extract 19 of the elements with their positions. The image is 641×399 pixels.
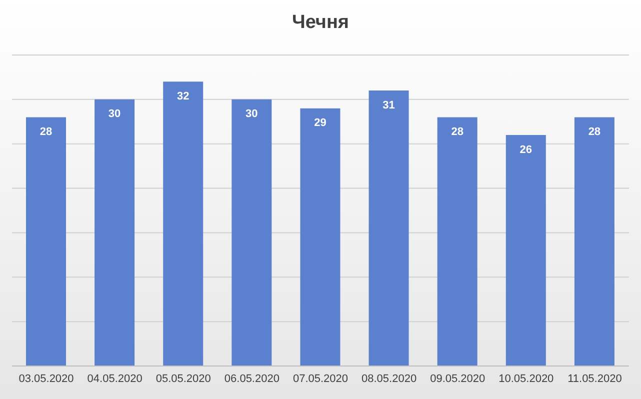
x-tick-label: 11.05.2020 [568,372,622,385]
data-label: 28 [588,126,601,138]
data-label: 31 [382,99,395,112]
x-tick-label: 07.05.2020 [292,372,348,385]
data-label: 26 [520,144,532,156]
x-tick-label: 09.05.2020 [430,372,486,385]
chart-title: Чечня [290,12,350,34]
data-label: 29 [314,117,326,130]
x-tick-label: 04.05.2020 [87,372,142,385]
x-tick-label: 10.05.2020 [498,372,554,385]
x-tick-label: 06.05.2020 [224,372,280,385]
data-label: 32 [176,90,190,102]
x-tick-label: 05.05.2020 [156,372,211,385]
data-label: 30 [108,108,121,120]
data-label: 28 [40,126,52,138]
data-label: 28 [451,126,464,138]
x-tick-label: 03.05.2020 [18,372,74,385]
data-label: 30 [246,108,258,120]
x-tick-label: 08.05.2020 [362,372,417,385]
